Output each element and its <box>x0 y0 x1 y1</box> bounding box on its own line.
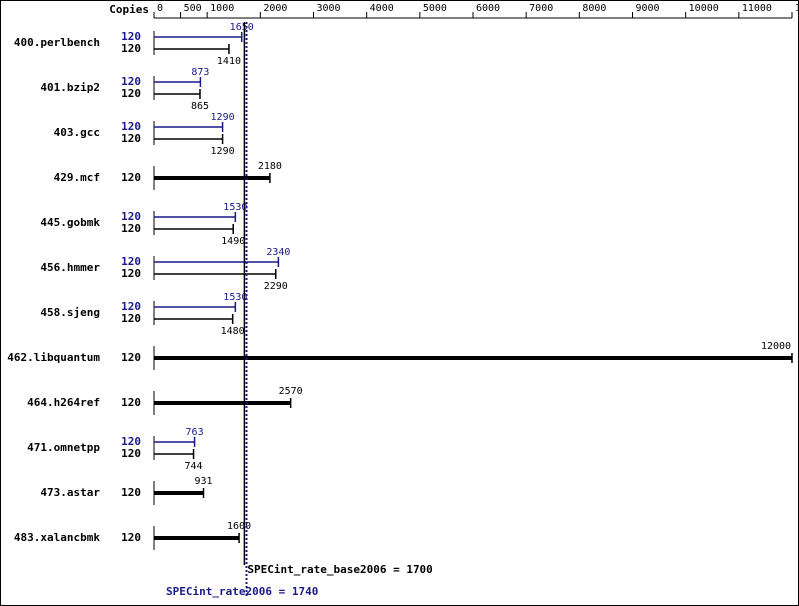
benchmark-label: 458.sjeng <box>40 306 100 319</box>
copies: 120 <box>121 255 141 268</box>
copies: 120 <box>121 486 141 499</box>
value-label: 865 <box>191 101 209 112</box>
copies: 120 <box>121 312 141 325</box>
copies: 120 <box>121 210 141 223</box>
value-label: 1490 <box>221 236 245 247</box>
x-tick-label: 500 <box>184 3 202 14</box>
x-tick-label: 5000 <box>423 3 447 14</box>
benchmark-label: 456.hmmer <box>40 261 100 274</box>
benchmark-label: 483.xalancbmk <box>14 531 100 544</box>
copies: 120 <box>121 267 141 280</box>
benchmark-label: 400.perlbench <box>14 36 100 49</box>
copies: 120 <box>121 171 141 184</box>
value-label: 2290 <box>264 281 288 292</box>
copies: 120 <box>121 42 141 55</box>
copies: 120 <box>121 30 141 43</box>
x-tick-label: 4000 <box>370 3 394 14</box>
x-tick-label: 8000 <box>582 3 606 14</box>
x-tick-label: 2000 <box>263 3 287 14</box>
value-label: 12000 <box>761 341 791 352</box>
x-tick-label: 0 <box>157 3 163 14</box>
copies-header: Copies <box>109 3 149 16</box>
x-tick-label: 9000 <box>636 3 660 14</box>
copies: 120 <box>121 75 141 88</box>
copies: 120 <box>121 222 141 235</box>
copies: 120 <box>121 351 141 364</box>
x-tick-label: 3000 <box>317 3 341 14</box>
value-label: 1290 <box>211 112 235 123</box>
value-label: 1530 <box>223 292 247 303</box>
copies: 120 <box>121 531 141 544</box>
x-tick-label: 11000 <box>742 3 772 14</box>
benchmark-label: 464.h264ref <box>27 396 100 409</box>
copies: 120 <box>121 87 141 100</box>
benchmark-label: 473.astar <box>40 486 100 499</box>
x-tick-label: 6000 <box>476 3 500 14</box>
value-label: 1530 <box>223 202 247 213</box>
value-label: 1290 <box>211 146 235 157</box>
value-label: 763 <box>186 427 204 438</box>
value-label: 1600 <box>227 521 251 532</box>
value-label: 1410 <box>217 56 241 67</box>
copies: 120 <box>121 447 141 460</box>
value-label: 2180 <box>258 161 282 172</box>
value-label: 2340 <box>266 247 290 258</box>
benchmark-label: 462.libquantum <box>7 351 100 364</box>
value-label: 931 <box>194 476 212 487</box>
value-label: 744 <box>185 461 203 472</box>
x-tick-label: 7000 <box>529 3 553 14</box>
reference-label: SPECint_rate2006 = 1740 <box>166 585 318 598</box>
copies: 120 <box>121 396 141 409</box>
value-label: 2570 <box>279 386 303 397</box>
x-tick-label: 1000 <box>210 3 234 14</box>
x-tick-label: 12000 <box>795 3 799 14</box>
value-label: 873 <box>191 67 209 78</box>
benchmark-label: 471.omnetpp <box>27 441 100 454</box>
copies: 120 <box>121 300 141 313</box>
benchmark-label: 445.gobmk <box>40 216 100 229</box>
copies: 120 <box>121 435 141 448</box>
benchmark-label: 403.gcc <box>54 126 100 139</box>
benchmark-label: 429.mcf <box>54 171 100 184</box>
value-label: 1650 <box>230 22 254 33</box>
value-label: 1480 <box>221 326 245 337</box>
reference-label: SPECint_rate_base2006 = 1700 <box>247 563 432 576</box>
copies: 120 <box>121 120 141 133</box>
copies: 120 <box>121 132 141 145</box>
x-tick-label: 10000 <box>689 3 719 14</box>
benchmark-label: 401.bzip2 <box>40 81 100 94</box>
